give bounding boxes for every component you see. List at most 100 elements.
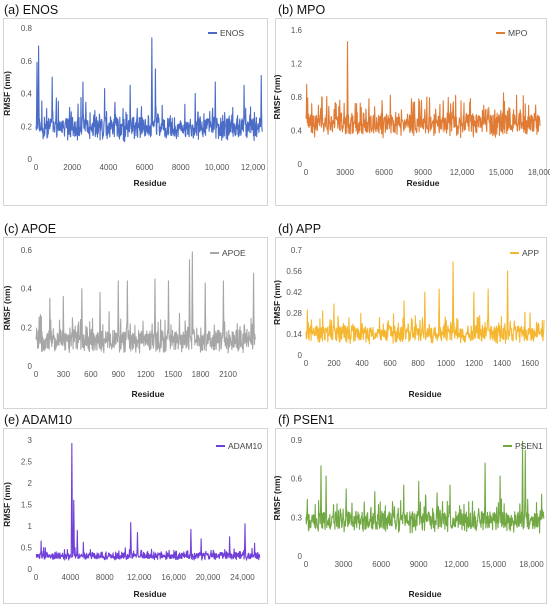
y-tick-label: 0.6 <box>21 246 33 255</box>
x-tick-label: 9000 <box>414 168 432 177</box>
x-tick-label: 1800 <box>192 370 210 379</box>
x-tick-label: 0 <box>34 573 39 582</box>
y-tick-label: 0.5 <box>21 544 33 553</box>
y-tick-label: 0.8 <box>21 24 33 33</box>
x-tick-label: 12,000 <box>444 560 469 569</box>
y-tick-label: 0.9 <box>291 436 303 445</box>
x-tick-label: 1400 <box>493 359 511 368</box>
x-tick-label: 8000 <box>96 573 114 582</box>
y-tick-label: 0.3 <box>291 513 303 522</box>
x-tick-label: 18,000 <box>528 168 550 177</box>
series-line <box>305 261 545 345</box>
x-tick-label: 9000 <box>410 560 428 569</box>
legend-label: PSEN1 <box>515 441 543 451</box>
legend-label: ENOS <box>220 28 244 38</box>
panel-title: (c) APOE <box>4 222 57 236</box>
x-axis-label: Residue <box>133 178 166 188</box>
x-tick-label: 1000 <box>437 359 455 368</box>
x-tick-label: 0 <box>304 359 309 368</box>
y-tick-label: 3 <box>28 436 33 445</box>
series-line <box>35 37 263 143</box>
x-tick-label: 6000 <box>136 163 154 172</box>
series-line <box>35 251 256 354</box>
y-tick-label: 0 <box>298 552 303 561</box>
y-tick-label: 1 <box>28 522 33 531</box>
x-tick-label: 15,000 <box>489 168 514 177</box>
series-line <box>305 440 545 534</box>
x-tick-label: 600 <box>383 359 397 368</box>
x-axis-label: Residue <box>133 589 166 599</box>
x-tick-label: 600 <box>84 370 98 379</box>
legend-label: MPO <box>508 28 528 38</box>
y-tick-label: 1.5 <box>21 501 33 510</box>
y-tick-label: 0.28 <box>286 309 302 318</box>
y-tick-label: 0.4 <box>21 90 33 99</box>
x-tick-label: 200 <box>327 359 341 368</box>
x-tick-label: 900 <box>112 370 126 379</box>
y-axis-label: RMSF (nm) <box>272 280 282 325</box>
x-tick-label: 800 <box>411 359 425 368</box>
y-tick-label: 2 <box>28 479 33 488</box>
x-tick-label: 0 <box>304 560 309 569</box>
x-axis-label: Residue <box>408 389 441 399</box>
x-tick-label: 18,000 <box>519 560 544 569</box>
x-tick-label: 300 <box>57 370 71 379</box>
panel-title: (e) ADAM10 <box>4 413 73 427</box>
x-tick-label: 12,000 <box>450 168 475 177</box>
y-tick-label: 0.4 <box>21 285 33 294</box>
x-tick-label: 1500 <box>164 370 182 379</box>
x-tick-label: 0 <box>34 370 39 379</box>
x-tick-label: 0 <box>34 163 39 172</box>
y-tick-label: 0.4 <box>291 127 303 136</box>
x-tick-label: 12,000 <box>127 573 152 582</box>
y-tick-label: 0.6 <box>291 475 303 484</box>
y-tick-label: 0 <box>28 362 33 371</box>
x-tick-label: 1200 <box>465 359 483 368</box>
series-line <box>305 41 541 139</box>
y-tick-label: 0.56 <box>286 267 302 276</box>
y-tick-label: 0 <box>298 351 303 360</box>
x-tick-label: 2100 <box>219 370 237 379</box>
x-tick-label: 3000 <box>335 560 353 569</box>
x-tick-label: 24,000 <box>230 573 255 582</box>
y-tick-label: 1.6 <box>291 26 303 35</box>
y-tick-label: 1.2 <box>291 60 303 69</box>
y-tick-label: 0 <box>298 160 303 169</box>
legend-label: APP <box>522 248 539 258</box>
y-tick-label: 0.7 <box>291 246 303 255</box>
x-tick-label: 2000 <box>63 163 81 172</box>
y-axis-label: RMSF (nm) <box>272 475 282 520</box>
y-tick-label: 0 <box>28 565 33 574</box>
x-axis-label: Residue <box>131 389 164 399</box>
series-line <box>35 442 261 561</box>
y-axis-label: RMSF (nm) <box>2 285 12 330</box>
x-tick-label: 3000 <box>336 168 354 177</box>
x-tick-label: 4000 <box>99 163 117 172</box>
y-tick-label: 0.6 <box>21 57 33 66</box>
y-tick-label: 0.8 <box>291 93 303 102</box>
x-tick-label: 10,000 <box>205 163 230 172</box>
x-tick-label: 1600 <box>521 359 539 368</box>
x-tick-label: 15,000 <box>482 560 507 569</box>
y-axis-label: RMSF (nm) <box>272 74 282 119</box>
x-tick-label: 16,000 <box>161 573 186 582</box>
x-tick-label: 1200 <box>137 370 155 379</box>
panel-title: (d) APP <box>278 222 322 236</box>
y-tick-label: 0 <box>28 155 33 164</box>
y-tick-label: 0.14 <box>286 330 302 339</box>
x-tick-label: 6000 <box>372 560 390 569</box>
x-tick-label: 400 <box>355 359 369 368</box>
legend-label: APOE <box>222 248 246 258</box>
x-tick-label: 20,000 <box>196 573 221 582</box>
y-axis-label: RMSF (nm) <box>2 482 12 527</box>
x-axis-label: Residue <box>406 178 439 188</box>
panel-title: (f) PSEN1 <box>278 413 335 427</box>
x-tick-label: 12,000 <box>241 163 266 172</box>
x-tick-label: 0 <box>304 168 309 177</box>
y-tick-label: 2.5 <box>21 458 33 467</box>
panel-title: (b) MPO <box>278 3 326 17</box>
